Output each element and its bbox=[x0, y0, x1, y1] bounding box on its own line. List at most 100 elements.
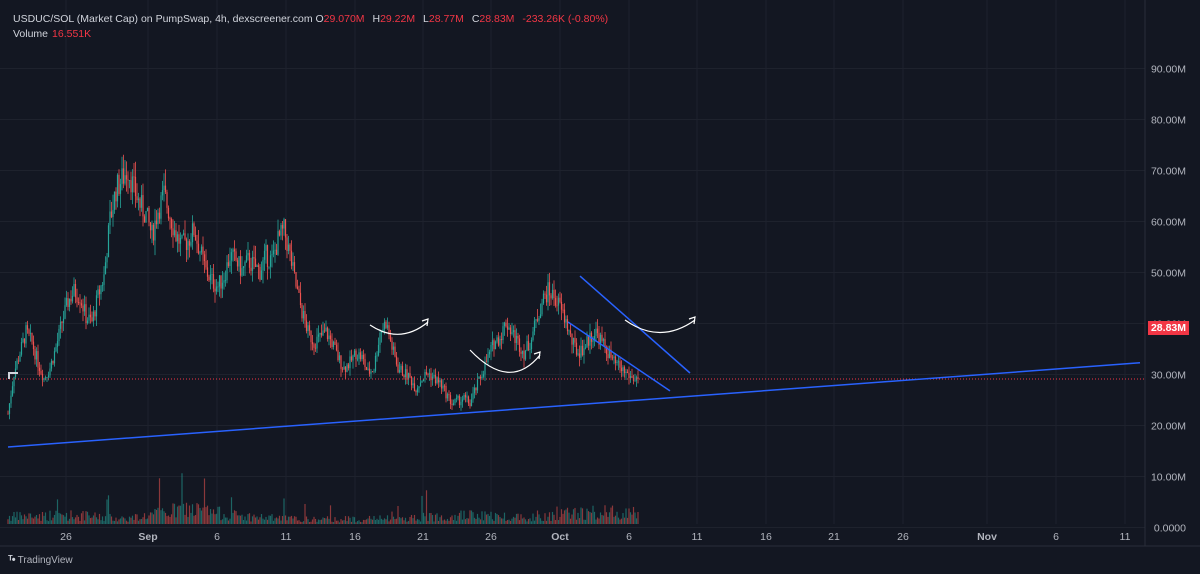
candle-body bbox=[382, 329, 384, 332]
candlestick-series bbox=[0, 154, 1145, 420]
volume-bar bbox=[499, 516, 501, 524]
volume-bar bbox=[307, 519, 309, 524]
candle-body bbox=[16, 360, 18, 369]
candle-body bbox=[242, 266, 245, 269]
volume-bar bbox=[298, 520, 300, 524]
candle-body bbox=[124, 175, 126, 184]
candle-body bbox=[548, 282, 551, 296]
volume-bar bbox=[472, 512, 474, 524]
candle-body bbox=[401, 365, 404, 376]
volume-bar bbox=[592, 505, 594, 524]
candle-body bbox=[211, 274, 213, 276]
volume-bar bbox=[140, 519, 143, 524]
volume-bar bbox=[187, 516, 189, 524]
volume-bar bbox=[103, 520, 105, 524]
candle-body bbox=[602, 339, 605, 341]
volume-bar bbox=[329, 505, 332, 524]
volume-bar bbox=[511, 518, 513, 524]
candle-body bbox=[173, 230, 176, 236]
candle-body bbox=[580, 345, 582, 358]
candle-body bbox=[485, 361, 488, 363]
volume-bar bbox=[200, 510, 203, 524]
candle-body bbox=[340, 355, 342, 369]
last-price-tag: 28.83M bbox=[1147, 321, 1189, 335]
candle-body bbox=[31, 332, 33, 342]
volume-bar bbox=[556, 506, 558, 524]
arrow-head-icon bbox=[533, 351, 541, 360]
volume-bar bbox=[403, 520, 405, 524]
candle-body bbox=[221, 282, 224, 289]
candle-body bbox=[614, 356, 617, 364]
price-axis[interactable]: 90.00M80.00M70.00M60.00M50.00M40.00M30.0… bbox=[1151, 64, 1186, 535]
volume-bar bbox=[457, 515, 459, 524]
flag-icon bbox=[8, 372, 18, 379]
time-axis[interactable]: 26 Sep 6 11 16 21 26 Oct 6 11 16 21 26 Nov 6 11 bbox=[60, 531, 1130, 543]
candle-body bbox=[371, 371, 374, 373]
candle-body bbox=[419, 382, 422, 387]
drawing-annotations[interactable] bbox=[7, 275, 1141, 448]
volume-bar bbox=[395, 518, 398, 524]
candle-body bbox=[587, 336, 590, 346]
volume-bar bbox=[151, 512, 153, 524]
candle-body bbox=[335, 344, 338, 351]
volume-bar bbox=[352, 516, 354, 524]
volume-bar bbox=[248, 513, 251, 524]
volume-bar bbox=[142, 517, 144, 524]
candle-body bbox=[553, 289, 555, 299]
candle-body bbox=[68, 298, 71, 307]
volume-bar bbox=[637, 511, 639, 524]
candle-body bbox=[448, 394, 450, 396]
y-tick-label: 50.00M bbox=[1151, 268, 1186, 280]
candle-body bbox=[188, 241, 191, 246]
candle-body bbox=[398, 369, 401, 373]
candle-body bbox=[158, 212, 161, 219]
volume-bar bbox=[76, 514, 78, 524]
volume-bar bbox=[476, 513, 479, 524]
volume-bar bbox=[118, 519, 120, 524]
candle-body bbox=[151, 224, 153, 231]
volume-bar bbox=[85, 511, 87, 524]
candle-body bbox=[136, 196, 138, 201]
candle-body bbox=[595, 328, 597, 336]
volume-bar bbox=[199, 507, 201, 524]
volume-bar bbox=[578, 518, 581, 524]
volume-bar bbox=[185, 502, 188, 524]
candle-body bbox=[161, 190, 164, 196]
volume-bar bbox=[379, 515, 381, 524]
candle-body bbox=[64, 305, 66, 319]
volume-bar bbox=[394, 519, 396, 524]
volume-bar bbox=[554, 520, 557, 524]
candle-body bbox=[344, 366, 347, 372]
volume-bar bbox=[52, 517, 54, 524]
volume-bar bbox=[218, 506, 221, 524]
candle-body bbox=[91, 317, 93, 322]
volume-bar bbox=[491, 519, 494, 524]
volume-bar bbox=[29, 513, 32, 524]
volume-bar bbox=[389, 519, 392, 524]
volume-bar bbox=[610, 507, 612, 524]
tradingview-logo[interactable]: ᵀ• TradingView bbox=[8, 554, 73, 566]
volume-bar bbox=[241, 514, 243, 524]
volume-bar bbox=[358, 520, 360, 524]
candle-body bbox=[413, 383, 416, 392]
volume-bar bbox=[112, 520, 114, 524]
volume-bar bbox=[571, 514, 573, 524]
candle-body bbox=[314, 347, 317, 349]
candle-body bbox=[379, 332, 381, 345]
volume-bar bbox=[67, 520, 69, 524]
volume-bar bbox=[44, 512, 47, 524]
candle-body bbox=[241, 268, 243, 276]
candle-body bbox=[356, 358, 359, 360]
candle-body bbox=[119, 184, 122, 194]
candle-body bbox=[383, 321, 386, 330]
candle-body bbox=[293, 262, 296, 273]
volume-bar bbox=[577, 512, 579, 524]
candle-body bbox=[197, 243, 200, 254]
grid-lines bbox=[0, 0, 1200, 547]
candle-body bbox=[254, 258, 257, 267]
volume-bar bbox=[38, 514, 41, 524]
candle-body bbox=[518, 338, 521, 352]
candle-body bbox=[190, 242, 192, 246]
volume-bar bbox=[530, 521, 533, 524]
